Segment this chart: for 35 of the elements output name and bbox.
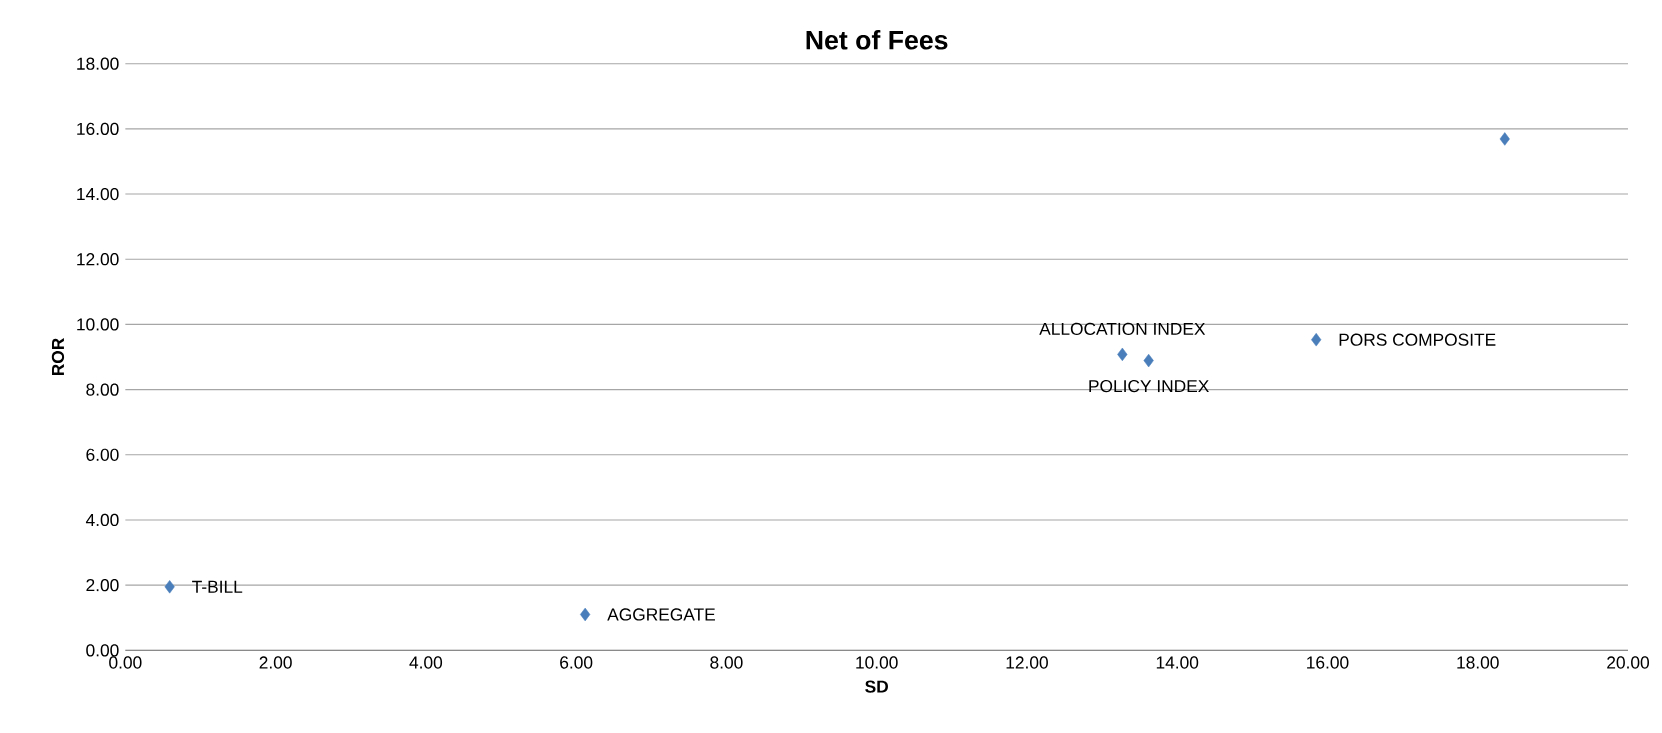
y-tick-label: 12.00 bbox=[77, 253, 119, 266]
y-tick-label: 8.00 bbox=[86, 383, 119, 396]
point bbox=[1143, 353, 1154, 368]
x-tick-label: 14.00 bbox=[1156, 656, 1199, 669]
x-tick-label: 6.00 bbox=[560, 656, 593, 669]
annotation: POLICY INDEX bbox=[1089, 379, 1209, 393]
point bbox=[1311, 333, 1322, 347]
annotation: ALLOCATION INDEX bbox=[1039, 322, 1206, 336]
point bbox=[164, 580, 175, 594]
annotation: AGGREGATE bbox=[607, 608, 715, 621]
point bbox=[580, 607, 591, 622]
x-tick-label: 10.00 bbox=[856, 656, 898, 669]
x-tick-label: 8.00 bbox=[710, 656, 743, 669]
y-axis-title: ROR bbox=[51, 338, 65, 376]
annotation: PORS COMPOSITE bbox=[1339, 333, 1496, 346]
y-tick-label: 16.00 bbox=[77, 122, 119, 135]
point bbox=[1117, 347, 1128, 362]
x-tick-label: 16.00 bbox=[1307, 656, 1349, 669]
y-tick-label: 14.00 bbox=[77, 187, 119, 201]
point bbox=[1499, 132, 1510, 146]
x-tick-label: 0.00 bbox=[109, 656, 142, 669]
x-tick-label: 2.00 bbox=[259, 656, 292, 669]
y-tick-label: 4.00 bbox=[85, 513, 119, 527]
y-tick-label: 0.00 bbox=[86, 644, 119, 657]
x-tick-label: 18.00 bbox=[1457, 656, 1499, 669]
chart-title: Net of Fees bbox=[806, 30, 948, 50]
x-tick-label: 4.00 bbox=[409, 656, 443, 669]
x-tick-label: 20.00 bbox=[1607, 656, 1650, 669]
y-tick-label: 6.00 bbox=[86, 448, 119, 461]
y-tick-label: 18.00 bbox=[77, 57, 119, 70]
x-axis-title: SD bbox=[865, 680, 888, 693]
y-tick-label: 10.00 bbox=[77, 318, 119, 331]
x-tick-label: 12.00 bbox=[1006, 656, 1048, 669]
y-tick-label: 2.00 bbox=[86, 579, 119, 592]
annotation: T-BILL bbox=[192, 580, 243, 593]
